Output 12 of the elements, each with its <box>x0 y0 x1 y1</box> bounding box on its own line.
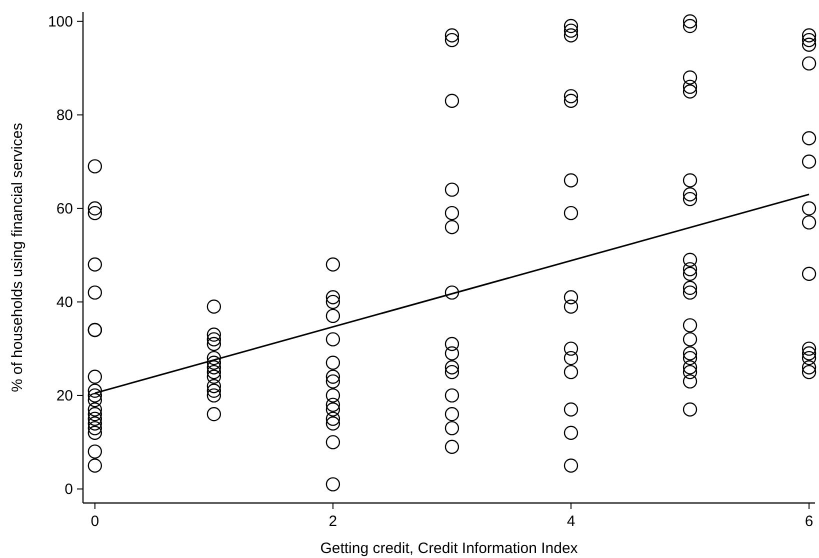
x-tick-label: 6 <box>804 513 814 530</box>
x-axis-title: Getting credit, Credit Information Index <box>320 540 578 557</box>
y-tick-label: 0 <box>64 481 73 498</box>
x-tick-label: 4 <box>566 513 576 530</box>
y-tick-label: 60 <box>56 200 73 218</box>
y-tick-label: 20 <box>56 388 73 405</box>
y-tick-label: 40 <box>56 294 73 312</box>
x-tick-label: 2 <box>328 513 338 530</box>
x-tick-label: 0 <box>90 513 100 530</box>
y-tick-label: 80 <box>56 107 73 124</box>
y-axis-title: % of households using financial services <box>9 122 26 392</box>
y-tick-label: 100 <box>48 14 73 31</box>
